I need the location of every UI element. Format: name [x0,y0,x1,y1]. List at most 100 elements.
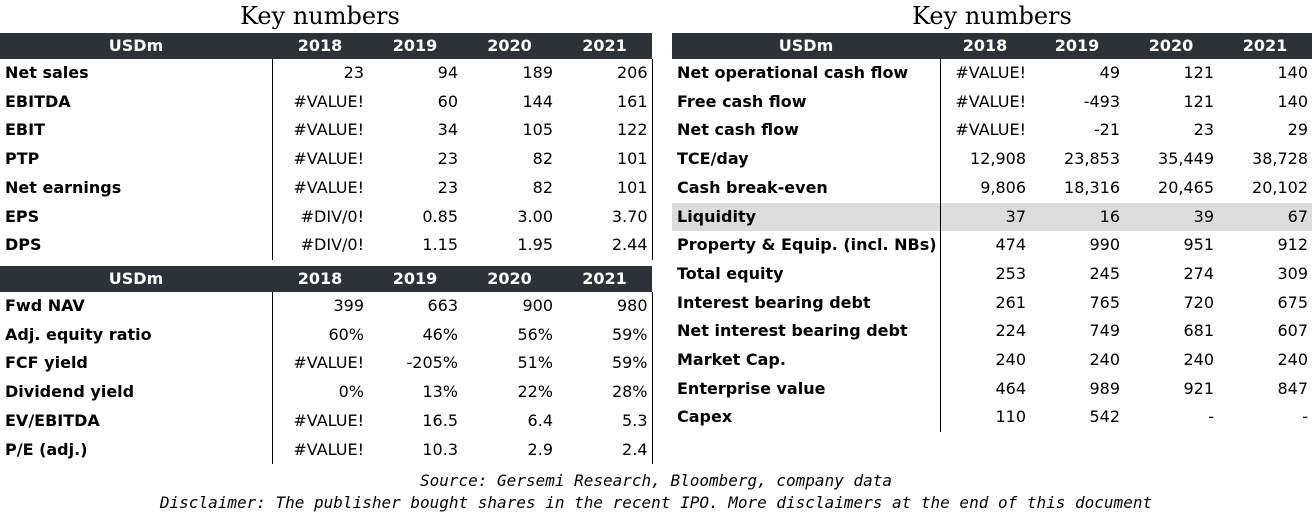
cell-value: 240 [1183,350,1214,370]
table-row: EPS #DIV/0! 0.85 3.00 3.70 [0,202,653,232]
cell-value: 12,908 [970,149,1026,169]
cell-value: 82 [532,177,553,197]
cell-value: 1.95 [517,235,553,255]
cell-value: 240 [1089,350,1120,370]
cell-value: 121 [1183,91,1214,111]
right-title: Key numbers [912,2,1072,30]
cell-value: 189 [522,63,553,82]
cell-value: 51% [517,353,553,373]
cell-value: 140 [1277,63,1308,82]
row-label: DPS [0,231,273,260]
cell-value: 39 [1124,202,1218,232]
cell-value: 607 [1277,321,1308,341]
row-label: EPS [0,202,273,232]
cell-value: 990 [1089,235,1120,255]
cell-value: 28% [557,378,653,407]
table-row: EBITDA #VALUE! 60 144 161 [0,87,653,117]
table-row: TCE/day 12,908 23,853 35,449 38,728 [672,145,1312,174]
left-title: Key numbers [240,2,400,30]
cell-value: 0.85 [422,206,458,226]
row-label: FCF yield [0,349,273,379]
row-label: Fwd NAV [0,292,273,321]
cell-value: 1.15 [422,235,458,255]
table-row: Enterprise value 464 989 921 847 [672,374,1312,404]
cell-value: 749 [1089,321,1120,341]
cell-value: 122 [557,116,653,146]
row-label: Market Cap. [672,346,941,375]
disclaimer-note: Disclaimer: The publisher bought shares … [159,493,1153,512]
cell-value: 60% [328,324,364,344]
table-row: Cash break-even 9,806 18,316 20,465 20,102 [672,173,1312,203]
cell-value: 675 [1277,292,1308,312]
table-row: Adj. equity ratio 60% 46% 56% 59% [0,320,653,350]
cell-value: 29 [1287,120,1308,140]
header-row: USDm 2018 2019 2020 2021 [0,266,652,292]
row-label: Net sales [0,59,273,88]
cell-value: 681 [1183,321,1214,341]
cell-value: 23 [1193,120,1214,140]
row-label: EV/EBITDA [0,406,273,436]
cell-value: 59% [557,320,653,350]
cell-value: 34 [437,120,458,140]
cell-value: 542 [1089,407,1120,427]
cell-value: 101 [557,145,653,174]
table-row: Net cash flow #VALUE! -21 23 29 [672,116,1312,146]
header-row: USDm 2018 2019 2020 2021 [0,33,652,59]
row-label: Net interest bearing debt [672,317,941,347]
left-valuation-table: USDm 2018 2019 2020 2021 Fwd NAV 399 663 900 980 A… [0,266,653,465]
cell-value: 6.4 [527,410,553,430]
row-label: PTP [0,145,273,174]
cell-value: 245 [1089,263,1120,283]
table-row: Free cash flow #VALUE! -493 121 140 [672,87,1312,117]
header-year: 2018 [940,33,1030,59]
cell-value: 206 [557,59,653,88]
cell-value: 13% [422,382,458,402]
cell-value: 253 [995,263,1026,283]
cell-value: 912 [1277,235,1308,255]
right-cashflow-table: USDm 2018 2019 2020 2021 Net operational cash… [672,33,1312,433]
header-year: 2021 [557,33,652,59]
cell-value: 20,465 [1158,177,1214,197]
cell-value: 23 [343,63,364,82]
cell-value: 5.3 [557,406,653,436]
cell-value: 2.9 [527,439,553,459]
cell-value: #VALUE! [293,353,364,373]
table-row: Fwd NAV 399 663 900 980 [0,292,653,321]
cell-value: 10.3 [422,439,458,459]
cell-value: 94 [437,63,458,82]
header-unit: USDm [0,33,272,59]
cell-value: -21 [1093,120,1120,140]
cell-value: 23 [437,177,458,197]
row-label: Free cash flow [672,87,941,117]
cell-value: 980 [557,292,653,321]
cell-value: #DIV/0! [300,235,364,255]
header-year: 2019 [368,33,462,59]
header-year: 2020 [462,33,557,59]
header-year: 2021 [1218,33,1312,59]
cell-value: #VALUE! [293,410,364,430]
cell-value: 3.00 [517,206,553,226]
table-row: Capex 110 542 - - [672,403,1312,433]
header-year: 2019 [1030,33,1124,59]
cell-value: 105 [522,120,553,140]
cell-value: 3.70 [557,202,653,232]
cell-value: #VALUE! [293,120,364,140]
row-label: Interest bearing debt [672,288,941,318]
cell-value: 67 [1218,202,1312,232]
cell-value: #VALUE! [955,63,1026,82]
row-label: P/E (adj.) [0,435,273,465]
table-row: DPS #DIV/0! 1.15 1.95 2.44 [0,231,653,260]
cell-value: 37 [940,202,1030,232]
header-year: 2020 [1124,33,1218,59]
header-year: 2018 [272,33,368,59]
table-row: Net sales 23 94 189 206 [0,59,653,88]
row-label: Net earnings [0,173,273,203]
header-year: 2021 [557,266,652,292]
table-row: EV/EBITDA #VALUE! 16.5 6.4 5.3 [0,406,653,436]
cell-value: 110 [995,407,1026,427]
cell-value: 240 [1277,350,1308,370]
cell-value: 16.5 [422,410,458,430]
cell-value: 0% [338,382,364,402]
cell-value: 59% [557,349,653,379]
cell-value: 49 [1099,63,1120,82]
